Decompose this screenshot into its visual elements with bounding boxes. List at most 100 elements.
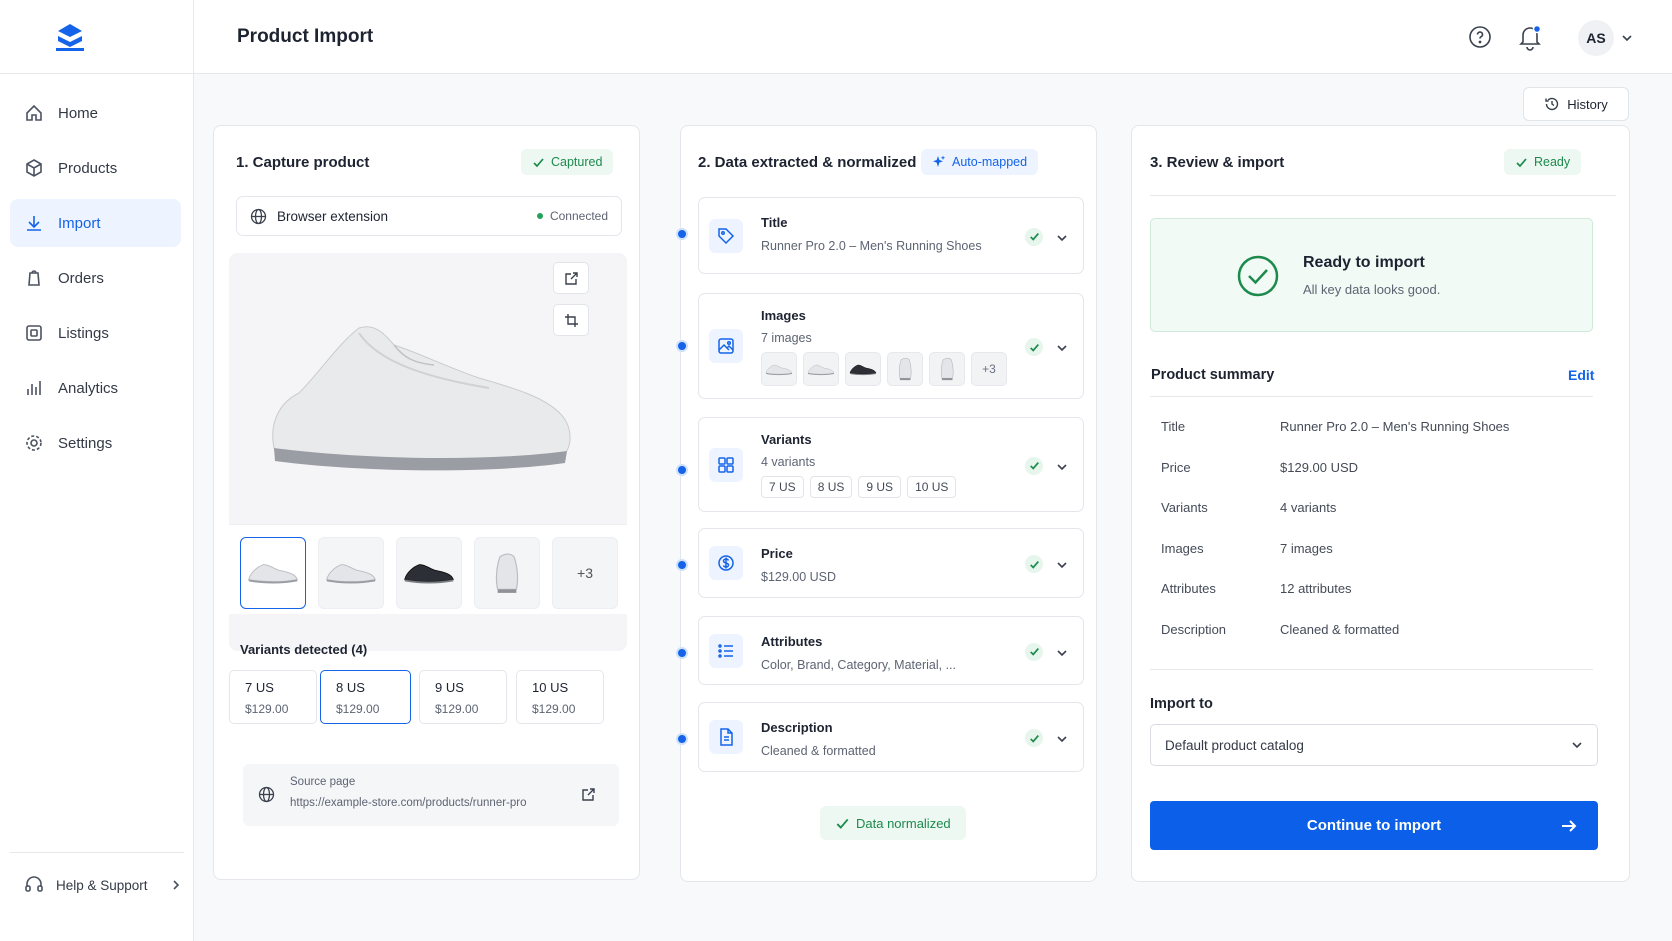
step-dot (676, 228, 688, 240)
edit-link[interactable]: Edit (1568, 367, 1595, 383)
logo-area (0, 0, 194, 74)
summary-value: 7 images (1280, 540, 1333, 556)
source-label: Source page (290, 776, 356, 788)
variant-option[interactable]: 10 US $129.00 (516, 670, 604, 724)
card-title: 2. Data extracted & normalized (698, 154, 917, 171)
account-chevron[interactable] (1621, 32, 1633, 44)
summary-label: Title (1161, 419, 1186, 434)
expand-toggle[interactable] (1056, 646, 1068, 664)
step-dot (676, 733, 688, 745)
nav-item[interactable]: Settings (10, 419, 181, 467)
summary-value: Runner Pro 2.0 – Men's Running Shoes (1280, 419, 1510, 434)
open-source-icon[interactable] (581, 787, 596, 802)
topbar: Product Import AS (194, 0, 1672, 74)
step-dot (676, 559, 688, 571)
history-button[interactable]: History (1523, 87, 1629, 121)
summary-value: Cleaned & formatted (1280, 621, 1400, 637)
field-icon (709, 633, 743, 668)
field-value: Color, Brand, Category, Material, ... (761, 658, 956, 672)
nav-label: Listings (58, 324, 109, 342)
review-card: 3. Review & import Ready Ready to import… (1131, 125, 1630, 882)
nav-item[interactable]: Import (10, 199, 181, 247)
expand-toggle[interactable] (1056, 341, 1068, 359)
open-image-button[interactable] (553, 262, 589, 294)
cta-text: Continue to import (1306, 817, 1442, 834)
variant-chip: 10 US (907, 476, 957, 498)
expand-toggle[interactable] (1056, 231, 1068, 249)
crop-button[interactable] (553, 304, 589, 336)
ready-title: Ready to import (1303, 254, 1425, 271)
field-label: Images (761, 308, 806, 323)
thumbnail[interactable] (240, 537, 306, 609)
source-type-box: Browser extension Connected (236, 196, 622, 236)
ready-panel: Ready to import All key data looks good. (1150, 218, 1593, 332)
divider (1150, 669, 1593, 670)
variant-price: $129.00 (435, 702, 479, 716)
status-badge: Ready (1504, 149, 1582, 175)
nav-item[interactable]: Home (10, 89, 181, 137)
continue-button[interactable]: Continue to import (1150, 801, 1598, 850)
nav-item[interactable]: Orders (10, 254, 181, 302)
field-row: Price $129.00 USD (698, 528, 1084, 598)
step-dot (676, 647, 688, 659)
nav-item[interactable]: Analytics (10, 364, 181, 412)
notifications-icon[interactable] (1517, 23, 1543, 51)
field-row: Images 7 images +3 (698, 293, 1084, 399)
nav-label: Products (58, 159, 118, 177)
check (1025, 456, 1043, 475)
image-thumb (803, 352, 839, 386)
variant-chip: 7 US (761, 476, 804, 498)
check (1025, 729, 1043, 747)
step-dot (676, 340, 688, 352)
expand-toggle[interactable] (1056, 460, 1068, 478)
help-icon[interactable] (1468, 25, 1492, 49)
auto-mapped-badge: Auto-mapped (921, 149, 1039, 175)
check (1025, 338, 1043, 356)
summary-value: 4 variants (1280, 500, 1337, 515)
expand-toggle[interactable] (1056, 558, 1068, 576)
nav-item[interactable]: Listings (10, 309, 181, 357)
expand-toggle[interactable] (1056, 732, 1068, 750)
help-link[interactable]: Help & Support (24, 875, 182, 895)
capture-card: 1. Capture product Captured Browser exte… (213, 125, 640, 880)
summary-label: Attributes (1161, 581, 1216, 596)
catalog-select[interactable]: Default product catalog (1150, 724, 1598, 766)
variant-option[interactable]: 8 US $129.00 (320, 670, 411, 724)
source-url[interactable]: https://example-store.com/products/runne… (290, 797, 527, 809)
extraction-card: 2. Data extracted & normalized Auto-mapp… (676, 125, 1097, 882)
variant-option[interactable]: 9 US $129.00 (419, 670, 507, 724)
help-text: Help & Support (56, 877, 148, 893)
field-icon (709, 447, 743, 482)
variant-option[interactable]: 7 US $129.00 (229, 670, 317, 724)
summary-value: 12 attributes (1280, 581, 1352, 596)
card-title: 1. Capture product (236, 154, 370, 171)
field-icon (709, 218, 743, 253)
check (1025, 555, 1043, 573)
variant-price: $129.00 (245, 702, 289, 716)
image-thumbs: +3 (761, 352, 1013, 386)
nav-label: Orders (58, 269, 104, 287)
avatar[interactable]: AS (1578, 20, 1614, 56)
thumbnail[interactable]: +3 (552, 537, 618, 609)
page-title: Product Import (237, 26, 374, 47)
status-badge: Captured (521, 149, 614, 175)
product-image (272, 326, 571, 471)
image-thumb (845, 352, 881, 386)
thumbnail[interactable] (318, 537, 384, 609)
image-thumb (761, 352, 797, 386)
source-page-box: Source page https://example-store.com/pr… (243, 764, 619, 826)
variant-price: $129.00 (532, 702, 576, 716)
logo[interactable] (54, 22, 86, 52)
summary-label: Description (1161, 621, 1227, 637)
nav-label: Analytics (58, 379, 119, 397)
summary-value: $129.00 USD (1280, 459, 1359, 475)
field-icon (709, 329, 743, 363)
nav-label: Settings (58, 434, 113, 452)
thumbnail[interactable] (474, 537, 540, 609)
thumbnail[interactable] (396, 537, 462, 609)
image-thumb (887, 352, 923, 386)
sidebar: Home Products Import Orders Listings Analytic… (0, 0, 194, 941)
more-images: +3 (971, 352, 1007, 386)
catalog-value: Default product catalog (1165, 737, 1304, 753)
nav-item[interactable]: Products (10, 144, 181, 192)
